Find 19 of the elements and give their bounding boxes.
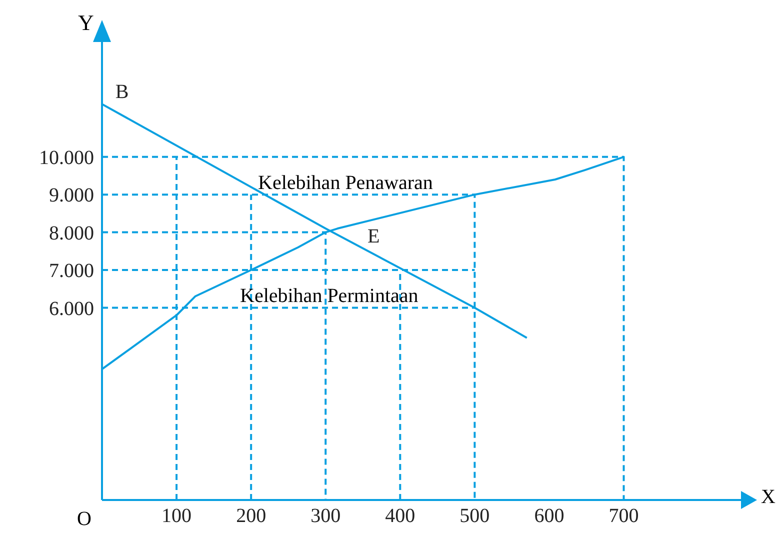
annotation: Kelebihan Permintaan — [240, 285, 418, 308]
x-tick-label: 500 — [460, 505, 490, 528]
x-axis-title: X — [761, 486, 776, 509]
annotation: E — [367, 225, 380, 248]
y-tick-label: 6.000 — [49, 298, 94, 320]
text: O — [77, 508, 92, 531]
annotation: Kelebihan Penawaran — [258, 172, 433, 195]
annotation: B — [115, 81, 129, 104]
x-tick-label: 600 — [534, 505, 564, 528]
x-tick-label: 100 — [162, 505, 192, 528]
y-axis-title: Y — [78, 10, 94, 36]
x-tick-label: 700 — [608, 505, 639, 528]
y-tick-label: 10.000 — [39, 146, 94, 169]
y-tick-label: 8.000 — [49, 222, 94, 244]
x-tick-label: 200 — [236, 505, 266, 528]
x-tick-label: 300 — [310, 505, 341, 528]
y-tick-label: 9.000 — [49, 184, 94, 207]
y-tick-label: 7.000 — [49, 260, 94, 282]
x-tick-label: 400 — [385, 505, 416, 528]
